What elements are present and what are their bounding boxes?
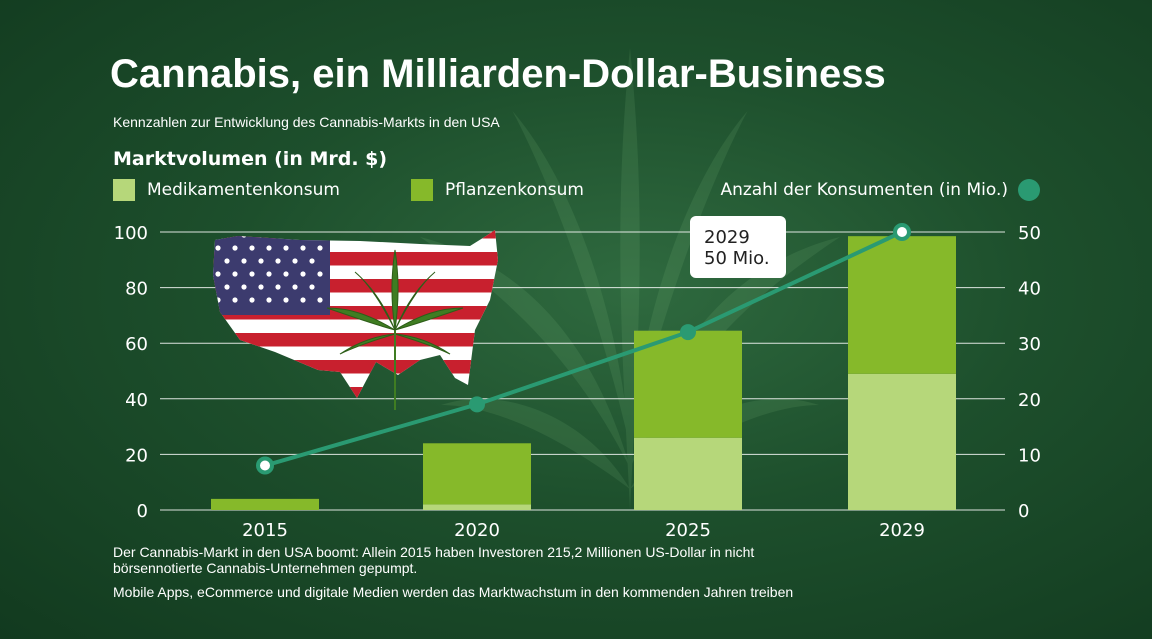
page-title: Cannabis, ein Milliarden-Dollar-Business [110,52,886,96]
legend-item-plant: Pflanzenkonsum [411,179,584,201]
y-tick-label: 40 [125,390,148,411]
flag-star [300,297,306,303]
consumers-point-2025 [680,324,696,341]
y-axis-title: Marktvolumen (in Mrd. $) [113,148,388,170]
callout-2029: 2029 50 Mio. [690,216,786,278]
consumers-point-2029 [893,223,911,241]
flag-star [292,232,298,238]
flag-star [292,258,298,264]
flag-star [232,271,238,277]
y-tick-label: 60 [125,334,148,355]
legend-label-medical: Medikamentenkonsum [147,180,340,200]
flag-star [232,245,238,251]
y-tick-label: 0 [137,501,148,522]
legend-item-consumers: Anzahl der Konsumenten (in Mio.) [720,179,1040,201]
legend-swatch-medical [113,179,135,201]
cannabis-leaf-icon [326,249,464,410]
y-tick-label: 100 [114,223,148,244]
flag-star [241,284,247,290]
y2-tick-label: 50 [1018,223,1041,244]
x-tick-label: 2025 [665,520,711,541]
consumers-point-2020 [469,396,485,413]
legend-label-plant: Pflanzenkonsum [445,180,584,200]
x-tick-label: 2029 [879,520,925,541]
callout-value: 50 Mio. [704,248,770,269]
y2-tick-label: 20 [1018,390,1041,411]
flag-star [300,271,306,277]
flag-star [241,258,247,264]
flag-star [283,297,289,303]
bar-plant-2015 [211,498,319,510]
legend-dot-consumers [1018,179,1040,201]
x-tick-label: 2020 [454,520,500,541]
legend-item-medical: Medikamentenkonsum [113,179,340,201]
flag-star [232,297,238,303]
footnote-growth: Mobile Apps, eCommerce und digitale Medi… [113,584,794,600]
page-subtitle: Kennzahlen zur Entwicklung des Cannabis-… [113,114,500,130]
legend-swatch-plant [411,179,433,201]
flag-star [275,232,281,238]
flag-star [283,271,289,277]
flag-star [224,258,230,264]
flag-stripe [213,387,498,398]
flag-star [309,284,315,290]
flag-star [241,232,247,238]
flag-star [266,245,272,251]
flag-star [275,284,281,290]
x-tick-label: 2015 [242,520,288,541]
flag-star [207,232,212,237]
footnote-investors: Der Cannabis-Markt in den USA boomt: All… [113,544,755,576]
flag-star [249,271,255,277]
y-tick-label: 80 [125,279,148,300]
flag-star [309,258,315,264]
consumers-point-2015 [256,456,274,475]
y2-tick-label: 40 [1018,279,1041,300]
flag-star [215,271,221,277]
flag-star [249,245,255,251]
flag-star [275,258,281,264]
flag-stripe [213,333,498,347]
y2-tick-label: 0 [1018,501,1029,522]
flag-star [207,258,212,263]
flag-star [258,258,264,264]
flag-star [292,284,298,290]
legend-label-consumers: Anzahl der Konsumenten (in Mio.) [720,180,1008,200]
bar-medical-2029 [848,373,956,510]
flag-star [258,284,264,290]
bar-plant-2025 [634,330,742,438]
flag-star [283,245,289,251]
flag-star [266,297,272,303]
y-tick-label: 20 [125,445,148,466]
flag-star [317,297,323,303]
flag-star [309,232,315,238]
flag-canton [213,230,330,315]
bar-plant-2020 [423,443,531,505]
flag-stripe [213,360,498,374]
flag-star [300,245,306,251]
flag-star [207,284,212,289]
y2-tick-label: 10 [1018,445,1041,466]
flag-star [266,271,272,277]
flag-star [317,245,323,251]
bar-plant-2029 [848,236,956,374]
consumers-line [264,230,903,468]
bar-medical-2020 [423,504,531,510]
usa-flag-map-illustration [207,230,498,410]
flag-star [224,232,230,238]
callout-year: 2029 [704,227,750,248]
y2-tick-label: 30 [1018,334,1041,355]
flag-star [317,271,323,277]
flag-star [249,297,255,303]
flag-star [215,297,221,303]
flag-star [258,232,264,238]
bar-medical-2025 [634,437,742,510]
flag-star [215,245,221,251]
flag-star [224,284,230,290]
